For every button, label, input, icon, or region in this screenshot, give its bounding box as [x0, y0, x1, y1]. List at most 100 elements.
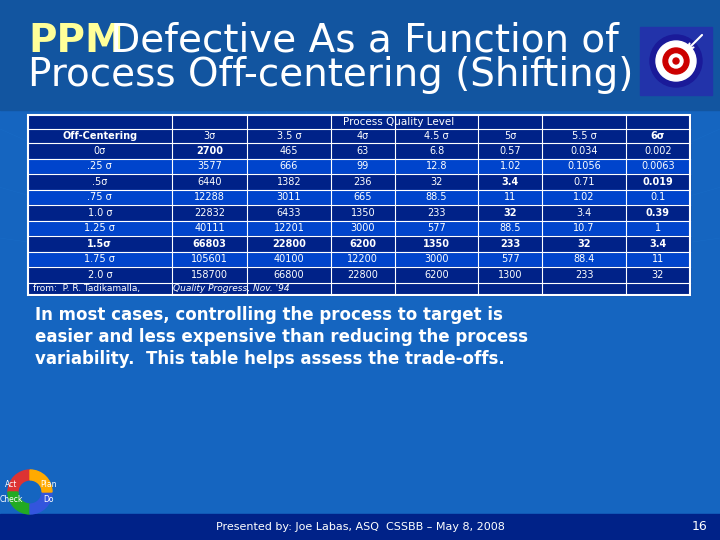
Text: 0.002: 0.002: [644, 146, 672, 156]
Text: 0.1056: 0.1056: [567, 161, 601, 171]
Text: 88.5: 88.5: [426, 192, 447, 202]
Text: 3.5 σ: 3.5 σ: [276, 131, 302, 141]
Bar: [0, 514, 720, 540]
Text: 1: 1: [654, 223, 661, 233]
Text: 0.034: 0.034: [570, 146, 598, 156]
Bar: [28, 252, 690, 267]
Text: 6433: 6433: [276, 208, 301, 218]
Circle shape: [650, 35, 702, 87]
Text: variability.  This table helps assess the trade-offs.: variability. This table helps assess the…: [35, 350, 505, 368]
Text: 22800: 22800: [347, 270, 378, 280]
Text: 105601: 105601: [191, 254, 228, 264]
Text: 1.5σ: 1.5σ: [87, 239, 112, 249]
Text: 12201: 12201: [274, 223, 305, 233]
Text: Process Off-centering (Shifting): Process Off-centering (Shifting): [28, 56, 634, 94]
Circle shape: [669, 54, 683, 68]
Text: 16: 16: [692, 521, 708, 534]
Bar: [0, 0, 720, 110]
Text: 22800: 22800: [272, 239, 306, 249]
Text: 577: 577: [427, 223, 446, 233]
Text: 66800: 66800: [274, 270, 305, 280]
Bar: [28, 129, 172, 143]
Text: 3000: 3000: [351, 223, 375, 233]
Wedge shape: [30, 492, 52, 514]
Text: 63: 63: [356, 146, 369, 156]
Text: 0σ: 0σ: [94, 146, 106, 156]
Bar: [28, 190, 690, 205]
Bar: [626, 129, 690, 143]
Text: Process Quality Level: Process Quality Level: [343, 117, 454, 127]
Text: Off-Centering: Off-Centering: [63, 131, 138, 141]
Text: 6.8: 6.8: [429, 146, 444, 156]
Text: 5σ: 5σ: [504, 131, 516, 141]
Wedge shape: [8, 470, 30, 492]
Bar: [28, 115, 690, 294]
Text: 66803: 66803: [193, 239, 227, 249]
Text: Act: Act: [5, 480, 17, 489]
Text: 11: 11: [652, 254, 664, 264]
Bar: [248, 129, 330, 143]
Text: 236: 236: [354, 177, 372, 187]
Text: 0.1: 0.1: [650, 192, 665, 202]
Bar: [172, 129, 248, 143]
Circle shape: [656, 41, 696, 81]
Text: PPM: PPM: [28, 22, 124, 60]
Bar: [172, 115, 248, 129]
Text: 3.4: 3.4: [502, 177, 519, 187]
Text: 1.75 σ: 1.75 σ: [84, 254, 115, 264]
Text: 0.39: 0.39: [646, 208, 670, 218]
Text: Quality Progress, Nov. '94: Quality Progress, Nov. '94: [173, 284, 289, 293]
Text: 11: 11: [504, 192, 516, 202]
Text: 3011: 3011: [276, 192, 301, 202]
Text: 1.0 σ: 1.0 σ: [88, 208, 112, 218]
Bar: [28, 205, 690, 220]
Text: 158700: 158700: [191, 270, 228, 280]
Text: 1350: 1350: [423, 239, 450, 249]
Text: 32: 32: [652, 270, 664, 280]
Circle shape: [663, 48, 689, 74]
Bar: [28, 143, 690, 159]
Text: 32: 32: [431, 177, 443, 187]
Text: 12200: 12200: [347, 254, 378, 264]
Text: Do: Do: [43, 495, 54, 504]
Text: 10.7: 10.7: [573, 223, 595, 233]
Bar: [28, 220, 690, 236]
Text: 6440: 6440: [197, 177, 222, 187]
Bar: [542, 115, 626, 129]
Text: 0.71: 0.71: [573, 177, 595, 187]
Text: 12288: 12288: [194, 192, 225, 202]
Text: Presented by: Joe Labas, ASQ  CSSBB – May 8, 2008: Presented by: Joe Labas, ASQ CSSBB – May…: [215, 522, 505, 532]
Bar: [28, 174, 690, 190]
Text: 6σ: 6σ: [651, 131, 665, 141]
Text: .5σ: .5σ: [92, 177, 107, 187]
Text: 4σ: 4σ: [356, 131, 369, 141]
Text: 6200: 6200: [424, 270, 449, 280]
Text: 88.5: 88.5: [500, 223, 521, 233]
Text: 577: 577: [501, 254, 520, 264]
Text: 1.02: 1.02: [573, 192, 595, 202]
Text: 0.0063: 0.0063: [641, 161, 675, 171]
Bar: [28, 267, 690, 282]
Text: 6200: 6200: [349, 239, 377, 249]
Bar: [478, 129, 542, 143]
Bar: [395, 129, 478, 143]
Text: .75 σ: .75 σ: [88, 192, 112, 202]
Text: 3.4: 3.4: [649, 239, 667, 249]
Bar: [542, 129, 626, 143]
Text: 40111: 40111: [194, 223, 225, 233]
Text: 1350: 1350: [351, 208, 375, 218]
Text: easier and less expensive than reducing the process: easier and less expensive than reducing …: [35, 328, 528, 347]
Bar: [395, 115, 478, 129]
Text: 4.5 σ: 4.5 σ: [424, 131, 449, 141]
Text: 665: 665: [354, 192, 372, 202]
Text: 88.4: 88.4: [573, 254, 595, 264]
Text: from:  P. R. Tadikamalla,: from: P. R. Tadikamalla,: [33, 284, 140, 293]
Bar: [640, 27, 712, 95]
Bar: [626, 115, 690, 129]
Text: 233: 233: [427, 208, 446, 218]
Text: 22832: 22832: [194, 208, 225, 218]
Bar: [28, 115, 172, 129]
Text: 40100: 40100: [274, 254, 305, 264]
Text: 1.02: 1.02: [500, 161, 521, 171]
Bar: [28, 236, 690, 252]
